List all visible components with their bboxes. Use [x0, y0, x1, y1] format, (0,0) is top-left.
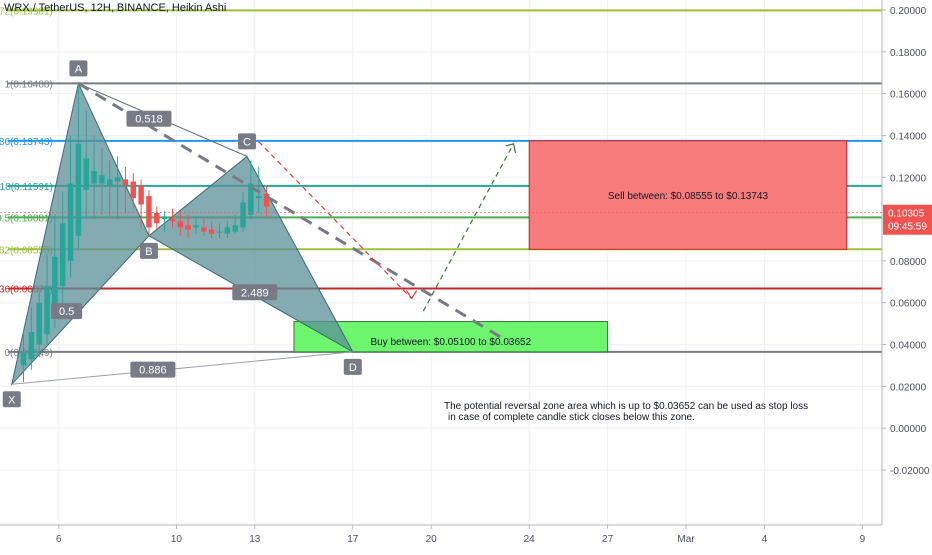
pattern-line-xd	[11, 351, 353, 385]
candle-body	[20, 352, 27, 366]
y-tick-label: 0.04000	[890, 341, 927, 352]
projected-up-arrowhead	[505, 143, 517, 153]
projected-down-arrowhead	[406, 290, 418, 300]
candle-body	[193, 225, 199, 228]
ratio-label: 2.489	[241, 287, 269, 299]
candles	[20, 83, 270, 383]
candle-body	[130, 181, 137, 199]
candle-body	[138, 185, 144, 205]
x-tick-label: 24	[524, 534, 536, 545]
candle-body	[248, 183, 254, 215]
point-label-x: X	[8, 394, 16, 406]
candle-body	[91, 171, 97, 184]
point-label-d-box	[343, 358, 362, 375]
x-tick-label: 10	[171, 534, 183, 545]
candle-body	[114, 177, 121, 182]
candle-body	[177, 221, 184, 228]
point-label-d: D	[349, 362, 357, 374]
y-tick-label: 0.16000	[890, 90, 927, 101]
candle-body	[83, 158, 89, 190]
candle-body	[75, 143, 82, 236]
ratio-label-box	[130, 361, 176, 378]
price-tag-box	[883, 204, 932, 235]
point-label-b-box	[139, 242, 158, 259]
x-tick-label: 6	[56, 534, 62, 545]
buy-zone-label: Buy between: $0.05100 to $0.03652	[370, 337, 531, 348]
fib-level-label: 1(0.16488)	[4, 79, 52, 90]
fib-level-label: 0.382(0.08555)	[0, 245, 53, 256]
ratio-label: 0.886	[139, 365, 167, 377]
point-label-x-box	[2, 391, 21, 408]
y-tick-label: 0.18000	[890, 48, 927, 59]
candle-body	[28, 332, 35, 360]
y-tick-label: 0.08000	[890, 257, 927, 268]
sell-zone	[528, 140, 848, 250]
candle-body	[255, 196, 262, 199]
candle-body	[208, 229, 215, 234]
candle-body	[59, 223, 66, 286]
candle-body	[44, 286, 50, 335]
x-tick-label: 17	[347, 534, 359, 545]
sell-zone-label: Sell between: $0.08555 to $0.13743	[608, 191, 769, 202]
y-tick-label: 0.06000	[890, 299, 927, 310]
fib-level-label: 1.272(0.19981)	[0, 6, 53, 17]
x-tick-label: 9	[860, 534, 866, 545]
price-tag-value: 0.10305	[888, 209, 925, 220]
candle-body	[169, 219, 176, 222]
x-tick-label: Mar	[677, 534, 695, 545]
projected-up-line	[422, 143, 515, 312]
y-tick-label: 0.20000	[890, 6, 927, 17]
x-tick-label: 27	[602, 534, 614, 545]
candle-body	[161, 217, 168, 220]
x-tick-label: 13	[249, 534, 261, 545]
candle-body	[216, 231, 223, 233]
chart-title: WRX / TetherUS, 12H, BINANCE, Heikin Ash…	[4, 2, 227, 14]
ratio-label: 0.518	[135, 114, 163, 126]
ratio-label-box	[126, 110, 172, 127]
ratio-label-box	[51, 303, 83, 320]
fib-level-label: 0.618(0.11591)	[0, 182, 53, 193]
candle-body	[146, 196, 152, 228]
candle-body	[263, 194, 270, 207]
y-tick-label: 0.14000	[890, 131, 927, 142]
x-tick-label: 20	[426, 534, 438, 545]
point-label-a: A	[75, 63, 83, 75]
ratio-label: 0.5	[59, 306, 74, 318]
projected-down-line	[258, 141, 413, 299]
fib-level-label: 0.786(0.13743)	[0, 137, 53, 148]
fib-level-label: 0.5(0.10081)	[0, 213, 53, 224]
candle-body	[201, 227, 207, 232]
candle-body	[232, 225, 238, 232]
candle-body	[107, 179, 113, 186]
fib-level-label: 0.236(0.06679)	[0, 285, 53, 296]
x-tick-label: 4	[762, 534, 768, 545]
point-label-b: B	[145, 246, 152, 258]
point-label-c-box	[237, 133, 256, 150]
candle-body	[224, 227, 231, 234]
candle-body	[122, 179, 129, 186]
y-tick-label: 0.02000	[890, 382, 927, 393]
candle-body	[185, 225, 191, 230]
y-tick-label: 0.12000	[890, 173, 927, 184]
candle-body	[99, 175, 105, 184]
ratio-label-box	[232, 284, 278, 301]
candle-body	[154, 212, 160, 224]
note-line-1: The potential reversal zone area which i…	[444, 401, 808, 412]
point-label-c: C	[243, 136, 251, 148]
y-tick-label: -0.02000	[890, 466, 930, 477]
y-tick-label: 0.00000	[890, 424, 927, 435]
pattern-labels: X A B C D 0.518 0.5 2.489 0.886	[2, 60, 362, 408]
candle-body	[240, 202, 246, 228]
price-tag-countdown: 09:45:59	[888, 222, 927, 233]
candle-body	[67, 183, 74, 261]
point-label-a-box	[69, 60, 88, 77]
note-line-2: in case of complete candle stick closes …	[448, 412, 695, 423]
candle-body	[36, 302, 42, 345]
candle-body	[52, 256, 58, 316]
